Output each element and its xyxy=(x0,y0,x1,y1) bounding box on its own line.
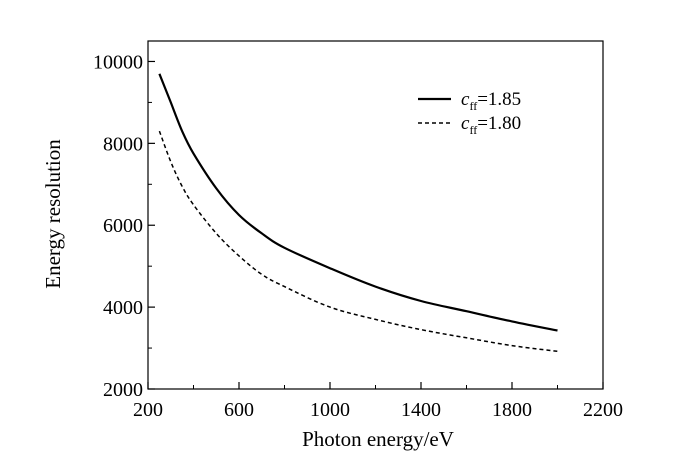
legend-label: cff=1.80 xyxy=(461,113,521,137)
axis-tick-labels: 200 600 1000 1400 1800 2200 2000 4000 6000 8000 10… xyxy=(93,51,623,421)
plot-frame xyxy=(147,40,604,390)
legend-symbol: c xyxy=(461,89,470,110)
y-tick-label: 4000 xyxy=(103,297,143,319)
y-tick-label: 6000 xyxy=(103,215,143,237)
x-tick-label: 2200 xyxy=(583,399,623,421)
legend-subscript: ff xyxy=(469,123,477,137)
x-tick-label: 1000 xyxy=(310,399,350,421)
series-line-2 xyxy=(158,130,558,353)
series-line-1 xyxy=(158,73,558,332)
x-axis-title: Photon energy/eV xyxy=(302,427,454,451)
x-tick-label: 600 xyxy=(224,399,254,421)
series-layer xyxy=(158,73,558,353)
y-axis-title: Energy resolution xyxy=(41,139,65,289)
x-tick-label: 1400 xyxy=(401,399,441,421)
x-tick-label: 200 xyxy=(133,399,163,421)
legend-subscript: ff xyxy=(469,99,477,113)
legend-value: =1.80 xyxy=(477,113,521,134)
y-tick-label: 8000 xyxy=(103,133,143,155)
axis-ticks xyxy=(147,60,604,390)
y-tick-label: 2000 xyxy=(103,379,143,401)
x-tick-label: 1800 xyxy=(492,399,532,421)
legend-value: =1.85 xyxy=(477,89,521,110)
legend-label: cff=1.85 xyxy=(461,89,521,113)
legend-symbol: c xyxy=(461,113,470,134)
y-tick-label: 10000 xyxy=(93,51,143,73)
